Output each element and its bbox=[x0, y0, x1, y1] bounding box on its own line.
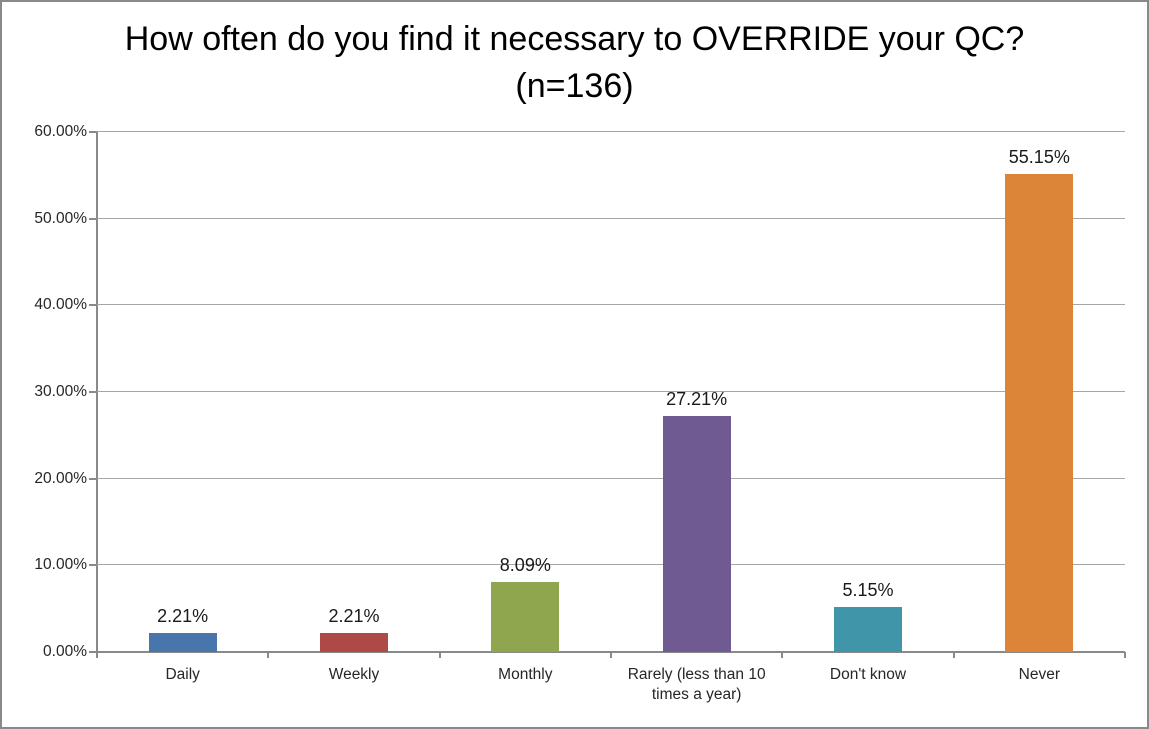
x-axis-category-label: Daily bbox=[165, 666, 200, 683]
x-axis-tick bbox=[267, 652, 270, 658]
bar-never bbox=[1005, 174, 1074, 652]
y-axis-tick-label: 60.00% bbox=[34, 123, 87, 140]
y-axis-tick bbox=[89, 564, 97, 567]
bar-value-label: 2.21% bbox=[328, 605, 380, 626]
x-axis-category-label: Never bbox=[1018, 666, 1060, 683]
gridline-60 bbox=[97, 131, 1125, 132]
chart-title: How often do you find it necessary to OV… bbox=[2, 16, 1147, 110]
bar-daily bbox=[148, 632, 217, 652]
gridline-20 bbox=[97, 477, 1125, 479]
bar-rarely-less-than-10-times-a-year bbox=[662, 416, 731, 652]
bar-monthly bbox=[491, 581, 560, 652]
y-axis-tick-label: 40.00% bbox=[34, 296, 87, 314]
x-axis-tick bbox=[1124, 652, 1126, 658]
x-axis-tick bbox=[610, 652, 612, 658]
x-axis-category-label: Don't know bbox=[829, 666, 907, 683]
x-axis-category-label: Rarely (less than 10 times a year) bbox=[627, 666, 766, 703]
y-axis-line bbox=[96, 132, 98, 652]
y-axis-tick-label: 30.00% bbox=[34, 383, 87, 400]
chart-title-text: How often do you find it necessary to OV… bbox=[124, 20, 1025, 105]
gridline-30 bbox=[97, 391, 1125, 392]
y-axis-tick bbox=[89, 131, 97, 133]
y-axis-tick-label: 20.00% bbox=[34, 469, 87, 487]
bar-value-label: 5.15% bbox=[842, 580, 894, 601]
x-axis-tick bbox=[952, 652, 955, 658]
x-axis-tick bbox=[96, 652, 98, 658]
gridline-50 bbox=[97, 217, 1125, 219]
x-axis-line bbox=[89, 651, 1125, 653]
y-axis-tick bbox=[89, 391, 97, 393]
y-axis-tick bbox=[89, 651, 97, 653]
bar-value-label: 8.09% bbox=[499, 554, 551, 575]
bar-value-label: 27.21% bbox=[666, 389, 728, 410]
bar-value-label: 2.21% bbox=[157, 605, 209, 626]
x-axis-tick bbox=[781, 652, 784, 658]
bar-weekly bbox=[320, 632, 388, 652]
gridline-10 bbox=[97, 564, 1125, 566]
bar-value-label: 55.15% bbox=[1008, 147, 1070, 168]
y-axis-tick-label: 0.00% bbox=[43, 643, 87, 660]
gridline-40 bbox=[97, 304, 1125, 306]
plot-area: 2.21% 2.21% 8.09% 27.21% 5.15% 55.15% bbox=[97, 131, 1125, 652]
x-axis-tick bbox=[438, 652, 441, 658]
x-axis-category-label: Weekly bbox=[328, 666, 380, 683]
x-axis-category-label: Monthly bbox=[498, 666, 553, 683]
y-axis-tick-label: 10.00% bbox=[34, 556, 87, 574]
y-axis-tick bbox=[89, 477, 97, 480]
y-axis-tick bbox=[89, 217, 97, 220]
bar-don-t-know bbox=[834, 607, 902, 652]
y-axis-tick bbox=[89, 304, 97, 307]
y-axis-tick-label: 50.00% bbox=[34, 209, 87, 227]
